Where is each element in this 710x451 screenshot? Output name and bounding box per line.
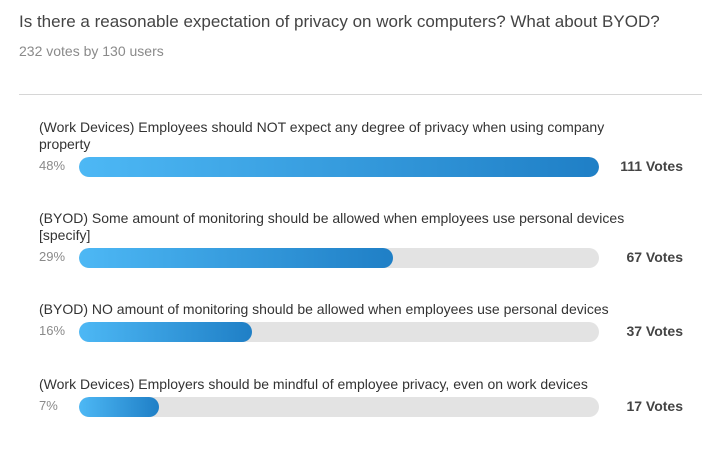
result-bar-track	[79, 248, 599, 268]
result-bar-track	[79, 322, 599, 342]
poll-option-3[interactable]: (BYOD) NO amount of monitoring should be…	[39, 301, 699, 342]
option-result-row: 48% 111 Votes	[39, 157, 699, 177]
poll-vote-count: 232 votes by 130 users	[19, 43, 164, 59]
result-bar-fill	[79, 322, 253, 342]
result-bar-fill	[79, 157, 599, 177]
option-label: (BYOD) Some amount of monitoring should …	[39, 210, 625, 243]
option-votes: 111 Votes	[620, 158, 683, 174]
option-percent: 29%	[39, 249, 66, 264]
option-votes: 37 Votes	[626, 323, 683, 339]
result-bar-track	[79, 397, 599, 417]
poll-option-4[interactable]: (Work Devices) Employers should be mindf…	[39, 376, 699, 417]
option-result-row: 16% 37 Votes	[39, 322, 699, 342]
option-result-row: 29% 67 Votes	[39, 248, 699, 268]
poll-question: Is there a reasonable expectation of pri…	[19, 12, 660, 31]
option-percent: 48%	[39, 158, 66, 173]
option-votes: 67 Votes	[626, 249, 683, 265]
option-percent: 16%	[39, 323, 66, 338]
result-bar-track	[79, 157, 599, 177]
option-result-row: 7% 17 Votes	[39, 397, 699, 417]
poll-option-1[interactable]: (Work Devices) Employees should NOT expe…	[39, 119, 699, 177]
option-label: (Work Devices) Employers should be mindf…	[39, 376, 588, 392]
result-bar-fill	[79, 248, 394, 268]
option-label: (BYOD) NO amount of monitoring should be…	[39, 301, 609, 317]
option-percent: 7%	[39, 398, 58, 413]
result-bar-fill	[79, 397, 159, 417]
divider	[19, 94, 702, 95]
option-label: (Work Devices) Employees should NOT expe…	[39, 119, 605, 152]
poll-option-2[interactable]: (BYOD) Some amount of monitoring should …	[39, 210, 699, 268]
option-votes: 17 Votes	[626, 398, 683, 414]
